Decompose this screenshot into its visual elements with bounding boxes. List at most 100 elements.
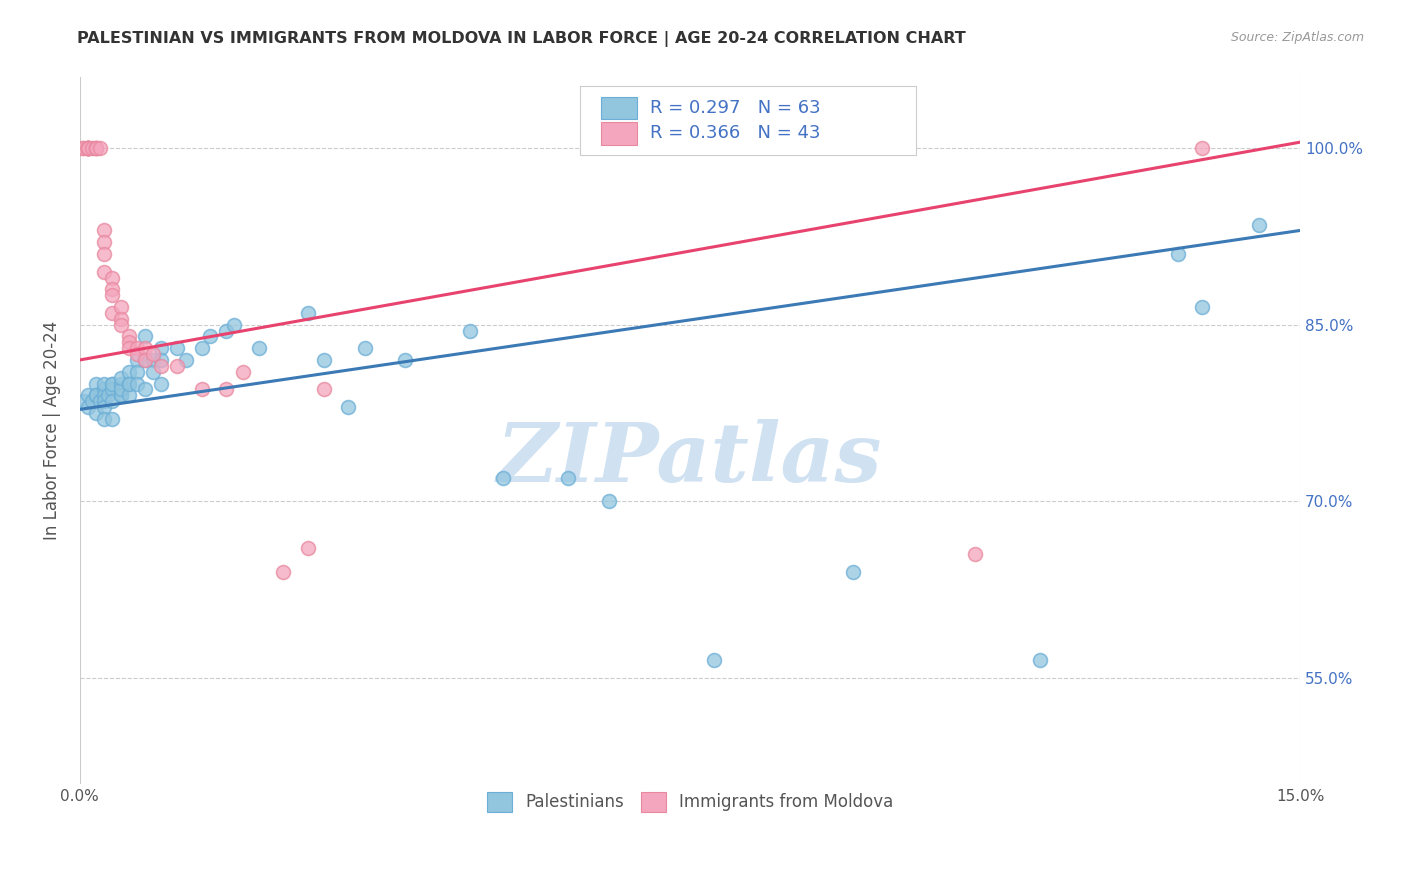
Point xyxy=(93,394,115,409)
Point xyxy=(110,370,132,384)
Y-axis label: In Labor Force | Age 20-24: In Labor Force | Age 20-24 xyxy=(44,321,60,541)
Point xyxy=(337,400,360,414)
Point xyxy=(150,341,173,355)
Point xyxy=(1249,218,1271,232)
Point xyxy=(80,141,103,155)
Point xyxy=(125,365,148,379)
Point xyxy=(77,141,100,155)
Point xyxy=(125,347,148,361)
Point xyxy=(84,141,107,155)
Point xyxy=(557,471,579,485)
Point xyxy=(215,383,238,397)
Point xyxy=(174,353,197,368)
Point xyxy=(101,394,124,409)
Point xyxy=(142,353,165,368)
Point xyxy=(125,353,148,368)
Point xyxy=(215,324,238,338)
Point xyxy=(89,394,111,409)
Point xyxy=(89,141,111,155)
Point xyxy=(97,388,120,402)
Point xyxy=(73,141,96,155)
Point xyxy=(77,141,100,155)
Point xyxy=(72,141,94,155)
Point xyxy=(118,376,141,391)
Text: R = 0.297   N = 63: R = 0.297 N = 63 xyxy=(650,99,820,117)
Point xyxy=(1191,300,1213,314)
Point xyxy=(77,141,100,155)
Point xyxy=(93,265,115,279)
Point xyxy=(93,235,115,250)
Point xyxy=(101,270,124,285)
Point xyxy=(93,388,115,402)
Point xyxy=(93,412,115,426)
Text: PALESTINIAN VS IMMIGRANTS FROM MOLDOVA IN LABOR FORCE | AGE 20-24 CORRELATION CH: PALESTINIAN VS IMMIGRANTS FROM MOLDOVA I… xyxy=(77,31,966,47)
Point xyxy=(963,547,986,561)
Point xyxy=(232,365,254,379)
Point xyxy=(1191,141,1213,155)
Point xyxy=(118,329,141,343)
Point xyxy=(77,141,100,155)
FancyBboxPatch shape xyxy=(600,96,637,120)
Point xyxy=(224,318,246,332)
Point xyxy=(110,383,132,397)
Point xyxy=(118,341,141,355)
Point xyxy=(134,353,156,368)
Point xyxy=(1028,653,1050,667)
Point xyxy=(394,353,416,368)
Point xyxy=(142,365,165,379)
Point xyxy=(77,388,100,402)
Point xyxy=(150,353,173,368)
Point xyxy=(134,341,156,355)
Point xyxy=(84,388,107,402)
Point xyxy=(492,471,515,485)
Point xyxy=(101,412,124,426)
Point xyxy=(312,383,335,397)
Point xyxy=(93,383,115,397)
Point xyxy=(191,383,214,397)
Point xyxy=(297,541,319,556)
Point xyxy=(84,141,107,155)
Point xyxy=(101,288,124,302)
Point xyxy=(84,388,107,402)
Point xyxy=(84,141,107,155)
Point xyxy=(134,353,156,368)
Point xyxy=(93,223,115,237)
Point xyxy=(101,383,124,397)
Legend: Palestinians, Immigrants from Moldova: Palestinians, Immigrants from Moldova xyxy=(474,779,907,825)
Point xyxy=(841,565,863,579)
Point xyxy=(101,376,124,391)
Point xyxy=(93,247,115,261)
Point xyxy=(110,376,132,391)
Point xyxy=(118,388,141,402)
Point xyxy=(118,365,141,379)
Point xyxy=(134,383,156,397)
Point xyxy=(353,341,375,355)
Point xyxy=(247,341,270,355)
Point xyxy=(77,141,100,155)
Point xyxy=(80,394,103,409)
Point xyxy=(460,324,482,338)
Point xyxy=(312,353,335,368)
Point xyxy=(297,306,319,320)
Point xyxy=(142,347,165,361)
Point xyxy=(166,359,188,373)
Point xyxy=(271,565,294,579)
Point xyxy=(77,141,100,155)
Point xyxy=(77,400,100,414)
Point xyxy=(110,311,132,326)
FancyBboxPatch shape xyxy=(581,86,915,155)
Point xyxy=(110,318,132,332)
Point xyxy=(118,335,141,350)
Point xyxy=(118,376,141,391)
Point xyxy=(101,282,124,296)
Point xyxy=(125,341,148,355)
Point xyxy=(110,300,132,314)
Text: R = 0.366   N = 43: R = 0.366 N = 43 xyxy=(650,124,820,142)
Point xyxy=(84,406,107,420)
Text: Source: ZipAtlas.com: Source: ZipAtlas.com xyxy=(1230,31,1364,45)
Point xyxy=(110,388,132,402)
FancyBboxPatch shape xyxy=(600,122,637,145)
Point xyxy=(134,329,156,343)
Point xyxy=(93,400,115,414)
Point xyxy=(93,376,115,391)
